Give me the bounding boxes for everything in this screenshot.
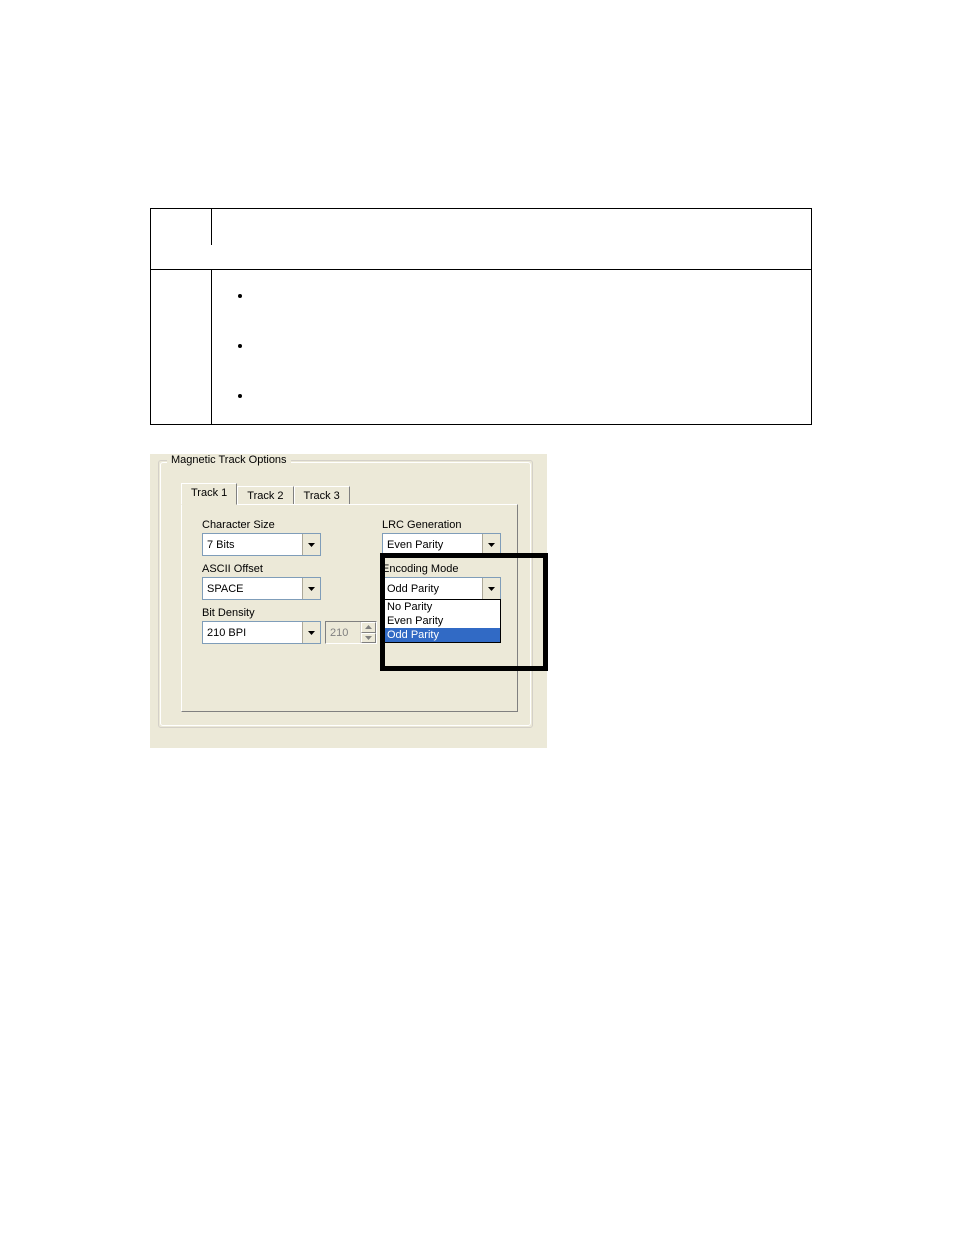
encoding-mode-dropdown-list[interactable]: No Parity Even Parity Odd Parity bbox=[382, 599, 501, 643]
chevron-down-icon bbox=[488, 543, 495, 547]
bit-density-label: Bit Density bbox=[202, 607, 255, 619]
ascii-offset-select[interactable]: SPACE bbox=[202, 577, 321, 600]
tab-label: Track 3 bbox=[304, 490, 340, 502]
ascii-offset-value: SPACE bbox=[203, 583, 302, 595]
dropdown-button[interactable] bbox=[302, 622, 320, 643]
character-size-value: 7 Bits bbox=[203, 539, 302, 551]
table-body-row bbox=[151, 269, 811, 424]
tab-track-2[interactable]: Track 2 bbox=[237, 486, 293, 505]
tab-panel-track-1: Character Size 7 Bits ASCII Offset SPACE… bbox=[181, 504, 518, 712]
bullet-item bbox=[252, 338, 789, 352]
dropdown-button[interactable] bbox=[482, 534, 500, 555]
bit-density-custom-spinner: 210 bbox=[325, 621, 377, 644]
table-header-row bbox=[151, 209, 811, 269]
chevron-up-icon bbox=[365, 625, 372, 629]
bullet-item bbox=[252, 288, 789, 302]
tab-label: Track 1 bbox=[191, 487, 227, 499]
ascii-offset-label: ASCII Offset bbox=[202, 563, 263, 575]
bit-density-select[interactable]: 210 BPI bbox=[202, 621, 321, 644]
bullet-item bbox=[252, 388, 789, 402]
dropdown-button[interactable] bbox=[482, 578, 500, 599]
dropdown-button[interactable] bbox=[302, 578, 320, 599]
table-header-col1 bbox=[151, 209, 212, 245]
chevron-down-icon bbox=[365, 636, 372, 640]
encoding-mode-select[interactable]: Odd Parity bbox=[382, 577, 501, 600]
tab-track-1[interactable]: Track 1 bbox=[181, 483, 237, 505]
encoding-mode-value: Odd Parity bbox=[383, 583, 482, 595]
spinner-down-button[interactable] bbox=[361, 633, 376, 644]
groupbox-legend: Magnetic Track Options bbox=[167, 454, 291, 466]
tab-track-3[interactable]: Track 3 bbox=[294, 486, 350, 505]
lrc-generation-select[interactable]: Even Parity bbox=[382, 533, 501, 556]
table-header-col2 bbox=[212, 209, 811, 269]
bullet-list bbox=[252, 288, 789, 402]
lrc-generation-label: LRC Generation bbox=[382, 519, 462, 531]
character-size-label: Character Size bbox=[202, 519, 275, 531]
tab-label: Track 2 bbox=[247, 490, 283, 502]
dropdown-button[interactable] bbox=[302, 534, 320, 555]
info-table bbox=[150, 208, 812, 425]
encoding-mode-option-selected[interactable]: Odd Parity bbox=[383, 628, 500, 642]
bit-density-custom-value: 210 bbox=[326, 627, 360, 639]
table-body-col1 bbox=[151, 270, 212, 424]
magnetic-track-options-groupbox: Magnetic Track Options Track 1 Track 2 T… bbox=[158, 460, 533, 728]
spinner-up-button[interactable] bbox=[361, 622, 376, 633]
chevron-down-icon bbox=[488, 587, 495, 591]
encoding-mode-option[interactable]: Even Parity bbox=[383, 614, 500, 628]
encoding-mode-label: Encoding Mode bbox=[382, 563, 458, 575]
bit-density-value: 210 BPI bbox=[203, 627, 302, 639]
magnetic-track-options-panel: Magnetic Track Options Track 1 Track 2 T… bbox=[150, 454, 547, 748]
lrc-generation-value: Even Parity bbox=[383, 539, 482, 551]
tab-strip: Track 1 Track 2 Track 3 bbox=[181, 485, 350, 505]
chevron-down-icon bbox=[308, 543, 315, 547]
table-body-col2 bbox=[212, 270, 811, 424]
encoding-mode-option[interactable]: No Parity bbox=[383, 600, 500, 614]
chevron-down-icon bbox=[308, 587, 315, 591]
chevron-down-icon bbox=[308, 631, 315, 635]
character-size-select[interactable]: 7 Bits bbox=[202, 533, 321, 556]
